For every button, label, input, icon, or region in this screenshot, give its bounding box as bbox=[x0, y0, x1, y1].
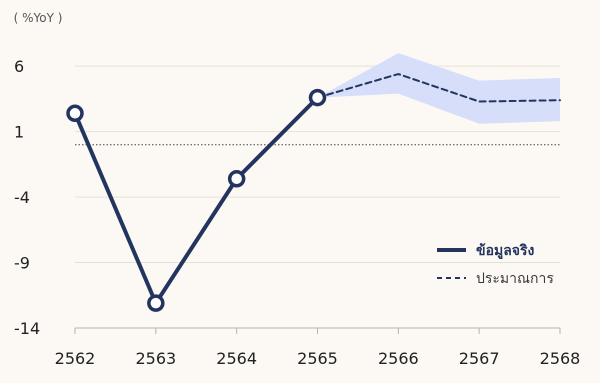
y-tick-labels: 6 1 -4 -9 -14 bbox=[14, 57, 40, 338]
legend-actual-label: ข้อมูลจริง bbox=[476, 243, 535, 259]
y-axis-unit-label: ( %YoY ) bbox=[14, 11, 63, 25]
x-tick-label: 2566 bbox=[378, 349, 419, 368]
x-tick-label: 2567 bbox=[459, 349, 500, 368]
data-point-marker bbox=[227, 170, 246, 188]
y-tick-label: 6 bbox=[14, 57, 24, 76]
x-tick-label: 2564 bbox=[216, 349, 257, 368]
forecast-series-line bbox=[316, 73, 561, 103]
series-layer bbox=[66, 73, 561, 312]
data-point-marker bbox=[66, 104, 84, 123]
x-tick-label: 2562 bbox=[55, 349, 96, 368]
x-axis: 2562 2563 2564 2565 2566 2567 2568 bbox=[55, 327, 581, 368]
legend-forecast-label: ประมาณการ bbox=[476, 271, 554, 287]
x-tick-label: 2568 bbox=[540, 349, 581, 368]
x-tick-label: 2563 bbox=[135, 349, 176, 368]
y-tick-label: -4 bbox=[14, 188, 30, 207]
y-tick-label: 1 bbox=[14, 123, 24, 142]
x-tick-label: 2565 bbox=[297, 349, 338, 368]
data-point-marker bbox=[308, 88, 327, 107]
actual-series-line bbox=[73, 95, 320, 306]
legend: ข้อมูลจริง ประมาณการ bbox=[437, 243, 554, 287]
y-tick-label: -9 bbox=[14, 254, 30, 273]
data-point-marker bbox=[147, 294, 165, 312]
y-tick-label: -14 bbox=[14, 319, 40, 338]
forecast-range-band bbox=[317, 53, 560, 124]
